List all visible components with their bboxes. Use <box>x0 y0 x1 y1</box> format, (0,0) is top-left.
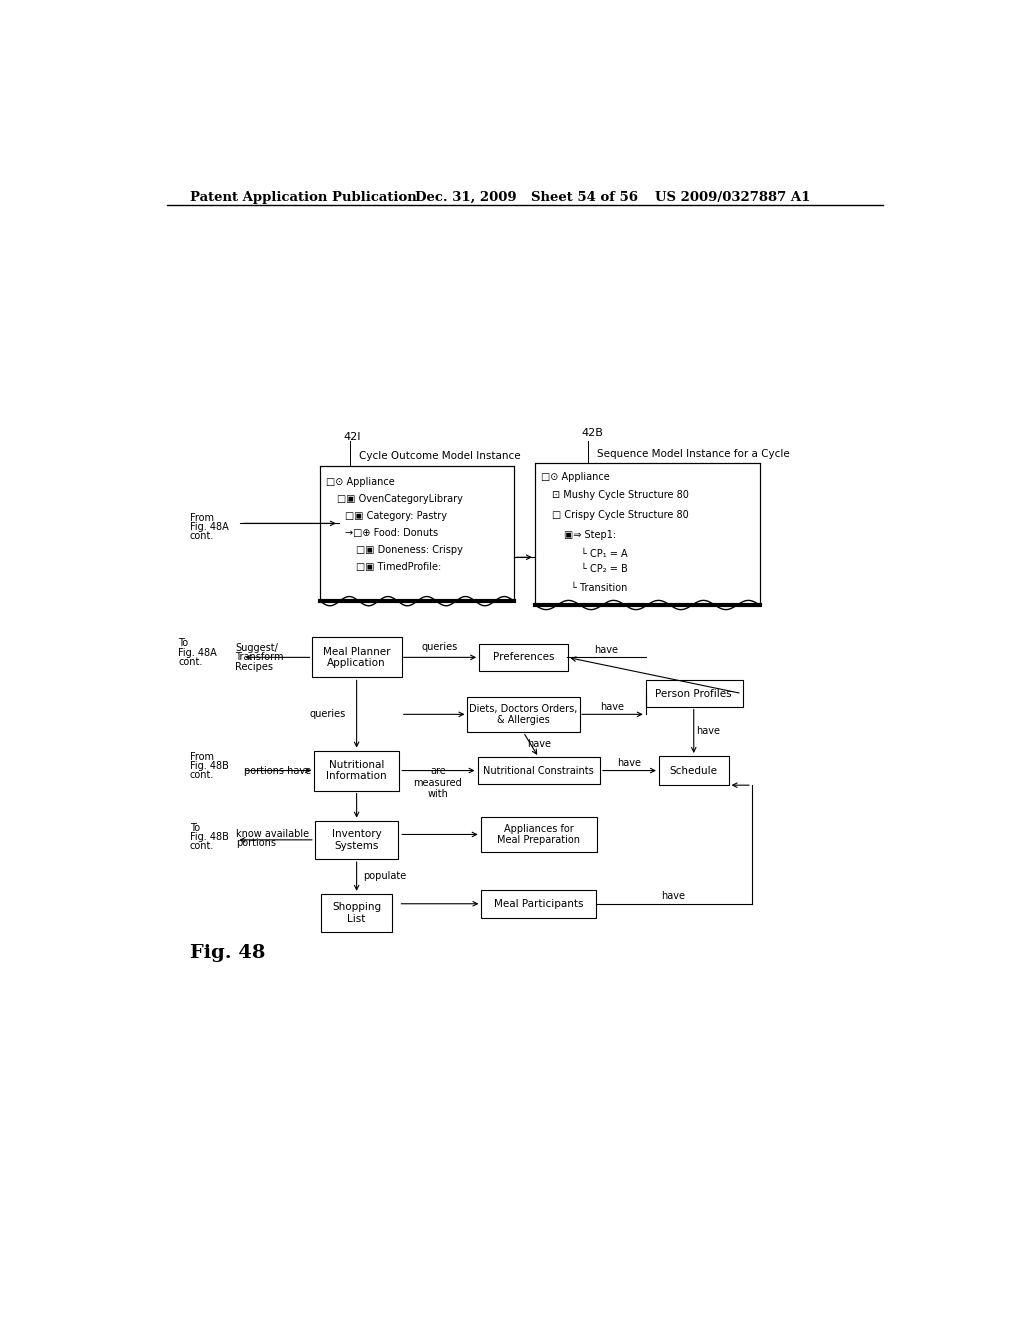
Text: have: have <box>695 726 720 737</box>
Bar <box>481 890 596 917</box>
Text: To: To <box>178 639 188 648</box>
Text: Recipes: Recipes <box>234 661 273 672</box>
Text: └ CP₂ = B: └ CP₂ = B <box>582 564 628 574</box>
Text: Suggest/: Suggest/ <box>234 643 278 653</box>
Text: have: have <box>662 891 686 902</box>
Text: └ CP₁ = A: └ CP₁ = A <box>582 549 628 558</box>
Text: populate: populate <box>362 871 407 880</box>
Text: US 2009/0327887 A1: US 2009/0327887 A1 <box>655 190 810 203</box>
Text: ⊡ Mushy Cycle Structure 80: ⊡ Mushy Cycle Structure 80 <box>552 490 689 500</box>
Text: Diets, Doctors Orders,
& Allergies: Diets, Doctors Orders, & Allergies <box>469 704 578 725</box>
Text: cont.: cont. <box>190 841 214 851</box>
Text: Inventory
Systems: Inventory Systems <box>332 829 382 850</box>
Text: From: From <box>190 512 214 523</box>
Text: □⊙ Appliance: □⊙ Appliance <box>541 471 610 482</box>
Bar <box>314 821 398 859</box>
Text: queries: queries <box>422 642 458 652</box>
Text: have: have <box>594 644 618 655</box>
Text: Meal Participants: Meal Participants <box>494 899 584 908</box>
Bar <box>646 681 742 708</box>
Text: □▣ OvenCategoryLibrary: □▣ OvenCategoryLibrary <box>337 494 463 504</box>
Text: □▣ Category: Pastry: □▣ Category: Pastry <box>345 511 447 521</box>
Text: └ Transition: └ Transition <box>570 582 627 593</box>
Text: know available: know available <box>237 829 309 838</box>
Text: □⊙ Appliance: □⊙ Appliance <box>327 478 395 487</box>
Text: Fig. 48A: Fig. 48A <box>178 648 217 657</box>
Text: From: From <box>190 751 214 762</box>
Bar <box>312 638 401 677</box>
Text: 42I: 42I <box>343 432 360 442</box>
Text: Fig. 48B: Fig. 48B <box>190 832 229 842</box>
Text: Person Profiles: Person Profiles <box>655 689 732 698</box>
Text: portions have: portions have <box>245 766 311 776</box>
Text: Fig. 48B: Fig. 48B <box>190 760 229 771</box>
Text: □▣ Doneness: Crispy: □▣ Doneness: Crispy <box>356 545 463 554</box>
Text: Appliances for
Meal Preparation: Appliances for Meal Preparation <box>498 824 581 845</box>
Text: →□⊕ Food: Donuts: →□⊕ Food: Donuts <box>345 528 438 539</box>
Text: are
measured
with: are measured with <box>414 767 463 800</box>
Text: Nutritional Constraints: Nutritional Constraints <box>483 766 594 776</box>
Text: Shopping
List: Shopping List <box>332 902 381 924</box>
Text: ▣⇒ Step1:: ▣⇒ Step1: <box>564 531 616 540</box>
Text: Schedule: Schedule <box>670 766 718 776</box>
Text: cont.: cont. <box>190 531 214 541</box>
Text: Patent Application Publication: Patent Application Publication <box>190 190 417 203</box>
Text: have: have <box>617 758 641 768</box>
Bar <box>480 817 597 853</box>
Text: queries: queries <box>309 709 345 718</box>
Text: Meal Planner
Application: Meal Planner Application <box>323 647 390 668</box>
Text: Sheet 54 of 56: Sheet 54 of 56 <box>531 190 638 203</box>
Bar <box>321 894 392 932</box>
Bar <box>321 466 514 601</box>
Text: Preferences: Preferences <box>493 652 554 663</box>
Text: To: To <box>190 822 200 833</box>
Text: Cycle Outcome Model Instance: Cycle Outcome Model Instance <box>359 451 520 461</box>
Bar <box>658 756 729 785</box>
Bar <box>535 462 760 605</box>
Text: 42B: 42B <box>582 428 603 438</box>
Text: portions: portions <box>237 838 276 847</box>
Text: Transform: Transform <box>234 652 284 663</box>
Bar <box>314 751 399 791</box>
Text: Dec. 31, 2009: Dec. 31, 2009 <box>415 190 516 203</box>
Text: cont.: cont. <box>190 770 214 780</box>
Bar <box>477 758 600 784</box>
Text: Fig. 48: Fig. 48 <box>190 944 265 962</box>
Text: Sequence Model Instance for a Cycle: Sequence Model Instance for a Cycle <box>597 449 790 459</box>
Text: have: have <box>526 739 551 750</box>
Bar <box>467 697 580 733</box>
Bar <box>479 644 568 671</box>
Text: □ Crispy Cycle Structure 80: □ Crispy Cycle Structure 80 <box>552 511 689 520</box>
Text: Nutritional
Information: Nutritional Information <box>327 760 387 781</box>
Text: Fig. 48A: Fig. 48A <box>190 521 228 532</box>
Text: cont.: cont. <box>178 657 203 667</box>
Text: □▣ TimedProfile:: □▣ TimedProfile: <box>356 562 441 572</box>
Text: have: have <box>600 702 625 711</box>
